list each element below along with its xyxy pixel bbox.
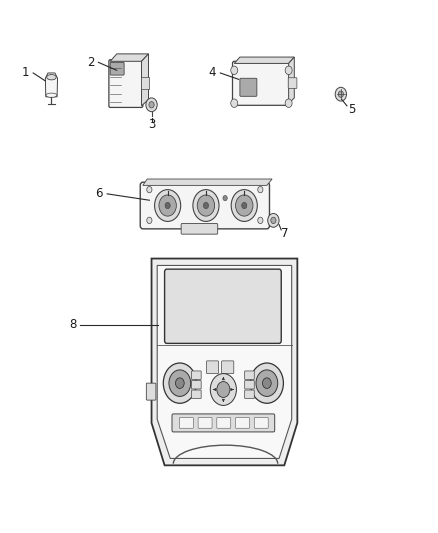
Circle shape (268, 214, 279, 227)
Circle shape (335, 87, 346, 101)
FancyBboxPatch shape (206, 361, 219, 374)
Circle shape (149, 102, 154, 108)
FancyBboxPatch shape (109, 60, 143, 108)
Circle shape (285, 99, 292, 108)
Circle shape (262, 378, 271, 389)
Polygon shape (157, 265, 292, 458)
Circle shape (251, 363, 283, 403)
FancyBboxPatch shape (198, 418, 212, 428)
Circle shape (231, 66, 238, 75)
FancyBboxPatch shape (254, 418, 268, 428)
Circle shape (203, 203, 208, 209)
FancyBboxPatch shape (233, 61, 290, 106)
FancyBboxPatch shape (181, 223, 218, 234)
FancyBboxPatch shape (180, 418, 193, 428)
Text: 6: 6 (95, 188, 103, 200)
FancyBboxPatch shape (172, 414, 275, 432)
Text: 2: 2 (87, 56, 94, 69)
Text: 3: 3 (148, 118, 155, 132)
Polygon shape (141, 54, 148, 106)
Polygon shape (234, 57, 294, 63)
Circle shape (231, 190, 257, 221)
Polygon shape (289, 57, 294, 104)
Polygon shape (46, 73, 57, 97)
FancyBboxPatch shape (236, 418, 250, 428)
Circle shape (193, 190, 219, 221)
Text: 1: 1 (21, 67, 29, 79)
Circle shape (338, 91, 343, 98)
FancyBboxPatch shape (191, 381, 201, 389)
FancyBboxPatch shape (288, 78, 297, 88)
FancyBboxPatch shape (245, 371, 254, 379)
Circle shape (223, 196, 227, 201)
Text: 5: 5 (348, 102, 355, 116)
Circle shape (258, 217, 263, 223)
FancyBboxPatch shape (191, 390, 201, 399)
FancyBboxPatch shape (222, 361, 234, 374)
FancyBboxPatch shape (191, 371, 201, 379)
Circle shape (285, 66, 292, 75)
FancyBboxPatch shape (165, 269, 281, 343)
Circle shape (169, 370, 191, 397)
Circle shape (176, 378, 184, 389)
Ellipse shape (46, 93, 57, 98)
Circle shape (271, 217, 276, 223)
Circle shape (163, 363, 196, 403)
FancyBboxPatch shape (245, 381, 254, 389)
Circle shape (231, 99, 238, 108)
Circle shape (242, 203, 247, 209)
FancyBboxPatch shape (240, 78, 257, 96)
Circle shape (210, 374, 237, 406)
Polygon shape (152, 259, 297, 465)
Circle shape (147, 187, 152, 193)
Text: 8: 8 (70, 318, 77, 332)
Circle shape (155, 190, 181, 221)
Circle shape (197, 195, 215, 216)
Circle shape (236, 195, 253, 216)
Text: 7: 7 (280, 227, 288, 240)
Circle shape (147, 217, 152, 223)
Circle shape (256, 370, 278, 397)
Polygon shape (110, 54, 148, 61)
FancyBboxPatch shape (140, 182, 269, 229)
FancyBboxPatch shape (245, 390, 254, 399)
Circle shape (258, 187, 263, 193)
Ellipse shape (47, 75, 56, 80)
Circle shape (165, 203, 170, 209)
Polygon shape (143, 179, 272, 185)
FancyBboxPatch shape (110, 62, 124, 75)
FancyBboxPatch shape (141, 77, 149, 90)
Circle shape (146, 98, 157, 112)
Circle shape (217, 382, 230, 398)
FancyBboxPatch shape (146, 383, 156, 400)
FancyBboxPatch shape (217, 418, 231, 428)
Circle shape (159, 195, 177, 216)
Text: 4: 4 (209, 67, 216, 79)
